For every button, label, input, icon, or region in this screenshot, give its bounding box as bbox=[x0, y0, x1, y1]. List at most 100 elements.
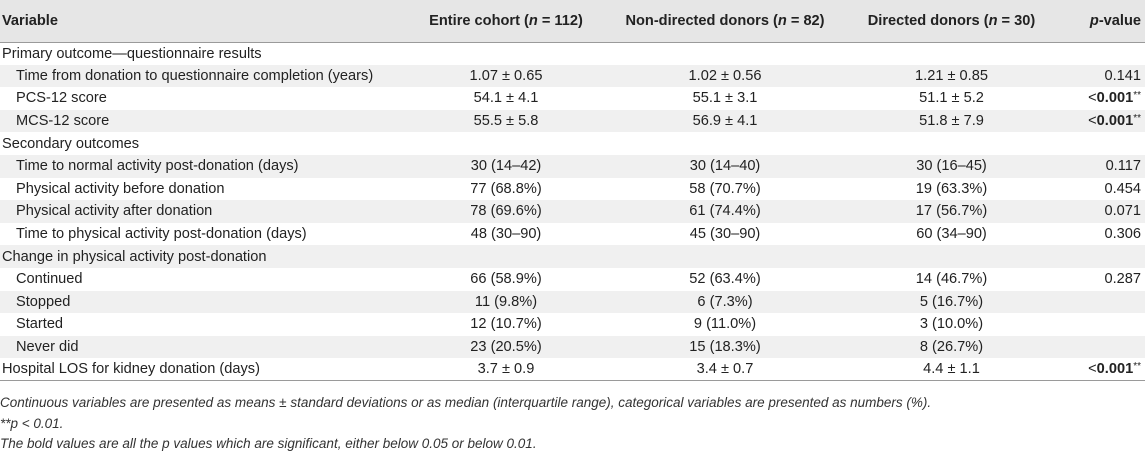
p-value-significant: 0.001 bbox=[1096, 113, 1134, 130]
cell-entire-cohort: 55.5 ± 5.8 bbox=[473, 113, 539, 130]
cell-directed bbox=[842, 245, 1061, 268]
table-row: Physical activity after donation 78 (69.6… bbox=[0, 200, 1145, 223]
cell-directed: 51.8 ± 7.9 bbox=[919, 113, 984, 130]
row-label: Hospital LOS for kidney donation (days) bbox=[0, 358, 404, 382]
cell-non-directed bbox=[608, 42, 842, 65]
row-label: Time to normal activity post-donation (d… bbox=[16, 158, 299, 175]
cell-non-directed: 52 (63.4%) bbox=[689, 271, 761, 288]
cell-non-directed: 61 (74.4%) bbox=[689, 203, 761, 220]
table-row: Physical activity before donation 77 (68.… bbox=[0, 177, 1145, 201]
p-value-text: 0.306 bbox=[1104, 226, 1141, 243]
table-row: Time to physical activity post-donation … bbox=[0, 222, 1145, 246]
row-label: Started bbox=[16, 316, 64, 333]
cell-entire-cohort: 3.7 ± 0.9 bbox=[404, 358, 608, 382]
header-nondirected-prefix: Non-directed donors ( bbox=[625, 12, 778, 29]
cell-directed: 19 (63.3%) bbox=[915, 180, 988, 197]
cell-entire-cohort: 1.07 ± 0.65 bbox=[469, 67, 543, 84]
table-row: Primary outcome—questionnaire results bbox=[0, 42, 1145, 65]
header-row: Variable Entire cohort (n = 112) Non-dir… bbox=[0, 0, 1145, 43]
cell-p-value: <0.001** bbox=[1061, 87, 1145, 110]
cell-non-directed: 3.4 ± 0.7 bbox=[608, 358, 842, 382]
table-row: PCS-12 score 54.1 ± 4.1 55.1 ± 3.1 51.1 ± 5… bbox=[0, 87, 1145, 110]
row-label: Continued bbox=[16, 271, 83, 288]
row-label: Time to physical activity post-donation … bbox=[16, 226, 307, 243]
cell-directed: 30 (16–45) bbox=[916, 158, 987, 175]
table-row: Started 12 (10.7%) 9 (11.0%) 3 (10.0%) bbox=[0, 313, 1145, 336]
cell-directed: 14 (46.7%) bbox=[915, 271, 988, 288]
results-table: Variable Entire cohort (n = 112) Non-dir… bbox=[0, 0, 1145, 382]
cell-p-value bbox=[1061, 132, 1145, 155]
cell-entire-cohort: 12 (10.7%) bbox=[470, 316, 542, 333]
cell-non-directed: 56.9 ± 4.1 bbox=[692, 113, 758, 130]
cell-entire-cohort: 23 (20.5%) bbox=[470, 339, 542, 356]
cell-directed: 17 (56.7%) bbox=[915, 203, 988, 220]
cell-entire-cohort: 66 (58.9%) bbox=[470, 271, 542, 288]
cell-p-value: 0.287 bbox=[1061, 268, 1145, 291]
cell-p-value bbox=[1061, 42, 1145, 65]
footnote-significance: p < 0.01. bbox=[10, 415, 64, 431]
cell-p-value bbox=[1061, 245, 1145, 268]
p-value-text: 0.071 bbox=[1104, 203, 1141, 220]
p-value-text: 0.141 bbox=[1104, 67, 1141, 84]
header-entire-suffix: = 112) bbox=[537, 12, 583, 29]
cell-p-value: <0.001** bbox=[1061, 358, 1145, 382]
row-label: MCS-12 score bbox=[16, 113, 110, 130]
header-directed-prefix: Directed donors ( bbox=[867, 12, 989, 29]
cell-non-directed: 1.02 ± 0.56 bbox=[688, 67, 762, 84]
header-directed-n: n bbox=[988, 12, 998, 29]
cell-non-directed: 6 (7.3%) bbox=[697, 293, 753, 310]
cell-directed: 1.21 ± 0.85 bbox=[915, 67, 988, 84]
significance-stars: ** bbox=[1133, 113, 1141, 125]
cell-directed: 51.1 ± 5.2 bbox=[919, 90, 984, 107]
cell-entire-cohort: 11 (9.8%) bbox=[474, 293, 538, 310]
p-value-prefix: < bbox=[1088, 90, 1097, 107]
p-value-text: 0.117 bbox=[1105, 158, 1141, 175]
table-body: Primary outcome—questionnaire results Tim… bbox=[0, 42, 1145, 382]
header-directed: Directed donors (n = 30) bbox=[842, 0, 1061, 43]
cell-non-directed: 55.1 ± 3.1 bbox=[692, 90, 758, 107]
cell-entire-cohort: 77 (68.8%) bbox=[470, 180, 542, 197]
cell-entire-cohort: 30 (14–42) bbox=[470, 158, 542, 175]
cell-p-value: 0.306 bbox=[1061, 223, 1145, 246]
table-footnotes: Continuous variables are presented as me… bbox=[0, 393, 1145, 455]
row-label: Physical activity before donation bbox=[16, 180, 225, 197]
cell-directed bbox=[842, 42, 1061, 65]
table-row: Never did 23 (20.5%) 15 (18.3%) 8 (26.7%) bbox=[0, 335, 1145, 359]
cell-p-value: 0.071 bbox=[1061, 200, 1145, 223]
table-row: MCS-12 score 55.5 ± 5.8 56.9 ± 4.1 51.8 ± 7… bbox=[0, 109, 1145, 133]
table-row: Time from donation to questionnaire comp… bbox=[0, 64, 1145, 88]
p-value-prefix: < bbox=[1088, 113, 1097, 130]
cell-p-value bbox=[1061, 313, 1145, 336]
cell-entire-cohort: 54.1 ± 4.1 bbox=[473, 90, 539, 107]
table-header: Variable Entire cohort (n = 112) Non-dir… bbox=[0, 0, 1145, 43]
row-label: Never did bbox=[16, 339, 79, 356]
row-label: Physical activity after donation bbox=[16, 203, 213, 220]
cell-entire-cohort: 48 (30–90) bbox=[470, 226, 542, 243]
p-value-significant: 0.001 bbox=[1096, 361, 1134, 378]
cell-entire-cohort bbox=[404, 42, 608, 65]
footnote-line-1: Continuous variables are presented as me… bbox=[0, 395, 932, 411]
row-label: Change in physical activity post-donatio… bbox=[2, 248, 267, 265]
header-nondirected-n: n bbox=[777, 12, 787, 29]
cell-non-directed bbox=[608, 132, 842, 155]
cell-non-directed bbox=[608, 245, 842, 268]
footnote-stars: ** bbox=[0, 415, 11, 431]
cell-non-directed: 58 (70.7%) bbox=[689, 180, 761, 197]
footnote-line-2: **p < 0.01. bbox=[0, 414, 1145, 435]
cell-p-value: 0.454 bbox=[1061, 178, 1145, 201]
p-value-text: 0.454 bbox=[1104, 180, 1141, 197]
row-label: PCS-12 score bbox=[16, 90, 107, 107]
header-entire-cohort: Entire cohort (n = 112) bbox=[404, 0, 608, 43]
row-label: Secondary outcomes bbox=[2, 135, 140, 152]
header-p-italic: p bbox=[1089, 12, 1099, 29]
row-label: Time from donation to questionnaire comp… bbox=[16, 67, 374, 84]
header-variable: Variable bbox=[0, 0, 404, 43]
significance-stars: ** bbox=[1133, 90, 1141, 102]
cell-entire-cohort: 78 (69.6%) bbox=[470, 203, 542, 220]
cell-directed: 5 (16.7%) bbox=[919, 293, 984, 310]
cell-directed: 3 (10.0%) bbox=[919, 316, 984, 333]
cell-p-value bbox=[1061, 336, 1145, 359]
header-non-directed: Non-directed donors (n = 82) bbox=[608, 0, 842, 43]
header-p-suffix: -value bbox=[1098, 12, 1141, 29]
